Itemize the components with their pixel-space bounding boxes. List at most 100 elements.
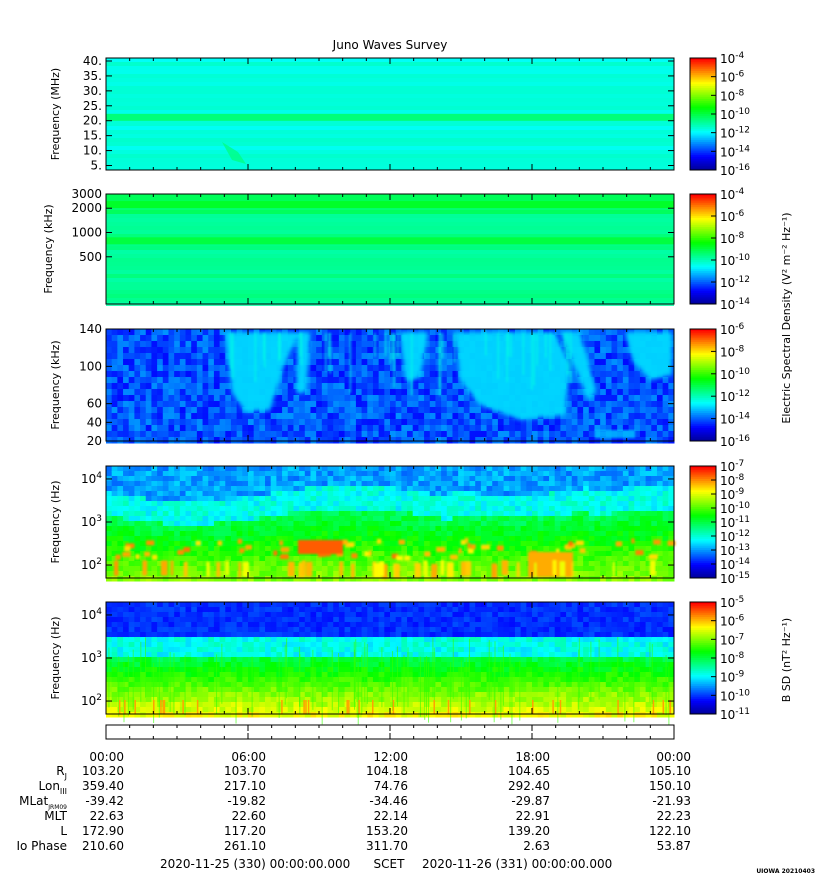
spectrogram-cell [214,496,220,502]
spectrogram-cell [140,377,146,384]
spectrogram-cell [259,536,265,542]
spectrogram-cell [663,546,669,552]
spectrogram-cell [129,383,135,390]
hot-spot [339,561,343,576]
spectrogram-cell [498,551,504,557]
spectrogram-cell [475,476,481,482]
spectrogram-cell [129,395,135,402]
colorbar-label: 10-12 [720,275,750,290]
spectrogram-cell [214,359,220,366]
spectrogram-cell [180,401,186,408]
emission-streak [264,333,266,368]
spectrogram-cell [379,496,385,502]
colorbar-label: 10-16 [720,434,750,449]
spectrogram-cell [583,419,589,426]
colorbar-label: 10-11 [720,515,750,530]
spectrogram-cell [441,521,447,527]
spectrogram-cell [396,419,402,426]
spectrogram-cell [640,491,646,497]
spectrogram-cell [623,413,629,420]
spectrogram-cell [174,431,180,438]
spectrogram-cell [174,371,180,378]
spectrogram-cell [629,551,635,557]
spectrogram-cell [498,536,504,542]
spectrogram-cell [458,425,464,432]
spectrogram-cell [117,365,123,372]
spectrogram-cell [634,425,640,432]
spectrogram-cell [276,531,282,537]
spectrogram-cell [174,471,180,477]
spectrogram-cell [146,496,152,502]
spectrogram-cell [123,496,129,502]
spectrogram-cell [646,395,652,402]
emission-streak [390,333,392,364]
spectrogram-cell [367,341,373,348]
spectrogram-cell [140,526,146,532]
spectrogram-cell [589,521,595,527]
emission-streak [507,333,509,356]
spectrogram-row [106,106,674,110]
spectrogram-cell [299,401,305,408]
spectrogram-cell [134,521,140,527]
spectrogram-cell [481,407,487,414]
spectrogram-cell [475,566,481,572]
spectrogram-cell [509,431,515,438]
spectrogram-cell [555,431,561,438]
hot-spot [576,540,584,545]
spectrogram-cell [634,431,640,438]
spectrogram-cell [106,437,112,444]
spectrogram-cell [634,476,640,482]
spectrogram-cell [629,496,635,502]
spectrogram-cell [475,471,481,477]
spectrogram-cell [271,491,277,497]
spectrogram-cell [339,576,345,582]
spectrogram-cell [123,425,129,432]
spectrogram-cell [146,526,152,532]
spectrogram-cell [452,496,458,502]
spectrogram-cell [203,536,209,542]
spectrogram-cell [322,516,328,522]
spectrogram-cell [254,491,260,497]
spectrogram-cell [362,556,368,562]
spectrogram-cell [163,425,169,432]
spectrogram-cell [543,471,549,477]
spectrogram-cell [356,335,362,342]
spectrogram-cell [452,425,458,432]
spectrogram-cell [657,551,663,557]
spectrogram-cell [345,511,351,517]
spectrogram-cell [203,431,209,438]
spectrogram-cell [362,419,368,426]
spectrogram-cell [356,329,362,336]
spectrogram-cell [151,526,157,532]
spectrogram-cell [316,491,322,497]
spectrogram-cell [134,566,140,572]
spectrogram-cell [140,466,146,472]
spectrogram-cell [112,511,118,517]
y-tick-label: 20 [87,434,102,448]
spectrogram-cell [174,531,180,537]
spectrogram-cell [186,466,192,472]
spectrogram-cell [157,466,163,472]
spectrogram-cell [651,401,657,408]
spectrogram-cell [538,471,544,477]
spectrogram-cell [441,425,447,432]
spectrogram-cell [112,419,118,426]
spectrogram-cell [117,329,123,336]
spectrogram-cell [640,407,646,414]
emission-streak [350,333,352,393]
spectrogram-cell [316,359,322,366]
spectrogram-cell [208,476,214,482]
spectrogram-cell [367,501,373,507]
spectrogram-cell [430,347,436,354]
spectrogram-cell [390,401,396,408]
spectrogram-cell [521,561,527,567]
spectrogram-cell [123,481,129,487]
spectrogram-cell [293,431,299,438]
spectrogram-cell [322,335,328,342]
spectrogram-cell [657,383,663,390]
spectrogram-cell [475,571,481,577]
spectrogram-cell [657,389,663,396]
spectrogram-cell [373,526,379,532]
spectrogram-cell [157,437,163,444]
spectrogram-cell [617,481,623,487]
